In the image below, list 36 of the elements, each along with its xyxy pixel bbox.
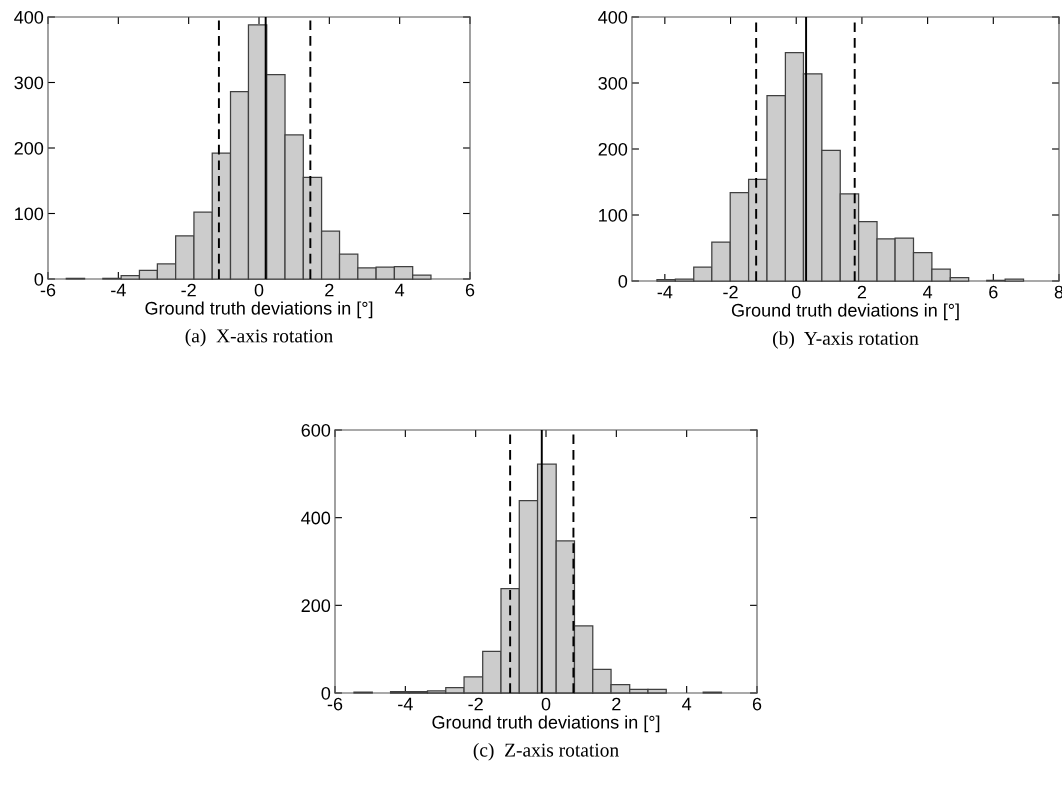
y-tick-label: 200 — [598, 142, 628, 156]
text: (a) X-axis rotation — [185, 328, 333, 347]
x-axis-title: Ground truth deviations in [°] — [432, 715, 660, 733]
x-tick-label: -2 — [723, 285, 738, 299]
x-tick-label: -4 — [657, 285, 673, 299]
x-tick-label: 2 — [325, 283, 334, 297]
y-tick-label: 0 — [618, 274, 628, 288]
y-tick-label: 600 — [301, 423, 331, 437]
x-axis-title: Ground truth deviations in [°] — [145, 301, 373, 319]
x-tick-label: 6 — [465, 283, 475, 297]
x-tick-label: 0 — [254, 283, 264, 297]
y-tick-label: 200 — [14, 141, 44, 155]
y-tick-label: 300 — [14, 76, 44, 90]
y-tick-label: 300 — [598, 76, 628, 90]
x-tick-label: 4 — [923, 285, 933, 299]
x-tick-label: 0 — [541, 697, 551, 711]
text: (c) Z-axis rotation — [473, 742, 619, 761]
y-tick-label: 400 — [14, 10, 44, 24]
x-tick-label: -2 — [468, 697, 483, 711]
x-tick-label: -2 — [181, 283, 196, 297]
x-tick-label: -4 — [111, 283, 126, 297]
x-tick-label: 0 — [791, 285, 801, 299]
x-tick-label: 2 — [612, 697, 621, 711]
x-tick-label: 6 — [989, 285, 998, 299]
y-tick-label: 100 — [15, 207, 44, 221]
x-axis-title: Ground truth deviations in [°] — [731, 303, 959, 321]
text: (b) Y-axis rotation — [773, 331, 919, 349]
x-tick-label: 2 — [857, 285, 867, 299]
y-tick-label: 400 — [598, 10, 628, 24]
y-tick-label: 200 — [301, 599, 331, 613]
x-tick-label: 4 — [395, 283, 405, 297]
x-tick-label: 6 — [752, 697, 762, 711]
y-tick-label: 400 — [301, 511, 331, 525]
x-tick-label: 4 — [682, 697, 692, 711]
x-tick-label: -4 — [398, 697, 413, 711]
y-tick-label: 100 — [599, 208, 628, 222]
